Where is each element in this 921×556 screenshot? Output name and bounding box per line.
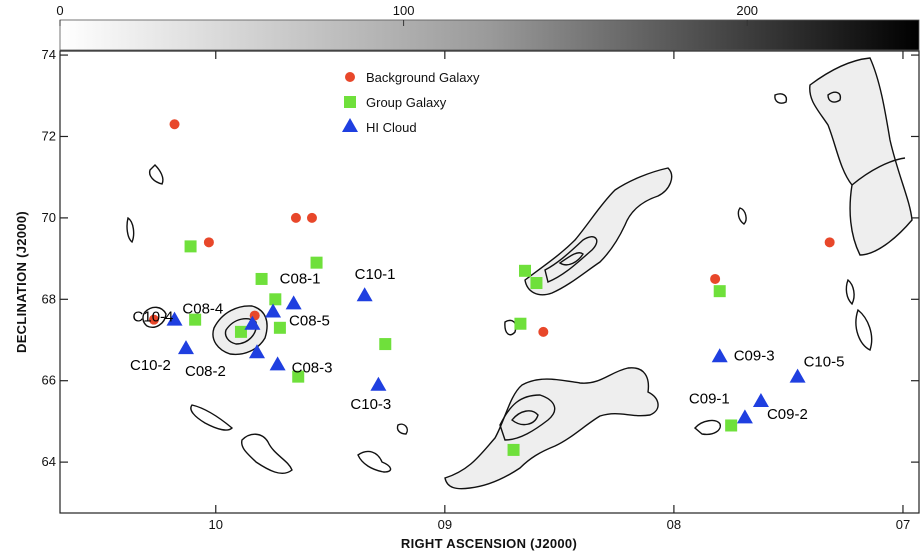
hi-cloud-marker	[736, 409, 753, 424]
hi-cloud-label: C09-1	[689, 390, 730, 407]
group-galaxy-marker	[379, 338, 392, 351]
hi-cloud-marker	[166, 311, 183, 326]
hi-cloud-marker	[177, 340, 194, 355]
group-galaxy-marker	[310, 256, 323, 269]
axes: 64 66 68 70 72 74 10 09 08 07	[42, 47, 919, 532]
hi-cloud-label: C09-2	[767, 406, 808, 423]
background-galaxy-marker	[306, 212, 317, 223]
y-axis-title: DECLINATION (J2000)	[14, 211, 29, 353]
hi-cloud-label: C08-2	[185, 363, 226, 380]
legend-label-group-galaxy: Group Galaxy	[366, 95, 447, 110]
hi-cloud-marker	[244, 315, 261, 330]
legend-marker-group-galaxy	[344, 96, 356, 108]
x-tick-label: 10	[209, 517, 223, 532]
hi-cloud-marker	[285, 295, 302, 310]
background-galaxy-marker	[169, 119, 180, 130]
x-axis-title: RIGHT ASCENSION (J2000)	[401, 536, 577, 551]
hi-emission-contours	[126, 57, 913, 490]
plot-frame	[59, 50, 920, 514]
hi-cloud-marker	[789, 368, 806, 383]
hi-cloud-marker	[370, 376, 387, 391]
legend-marker-hi-cloud	[342, 118, 358, 132]
group-galaxy-marker	[255, 272, 268, 285]
y-tick-label: 68	[42, 291, 56, 306]
hi-cloud-label: C10-5	[804, 354, 845, 371]
colorbar-tick-label: 200	[736, 3, 758, 18]
group-galaxy-marker	[725, 419, 738, 432]
hi-cloud-marker	[269, 356, 286, 371]
hi-cloud-label: C08-5	[289, 313, 330, 330]
group-galaxy-marker	[234, 325, 247, 338]
group-galaxy-marker	[273, 321, 286, 334]
colorbar-tick-label: 0	[56, 3, 63, 18]
y-tick-label: 72	[42, 128, 56, 143]
y-tick-label: 64	[42, 454, 56, 469]
y-tick-label: 74	[42, 47, 56, 62]
group-galaxy-marker	[514, 317, 527, 330]
background-galaxy-marker	[290, 212, 301, 223]
hi-cloud-marker	[752, 393, 769, 408]
group-galaxy-marker	[189, 313, 202, 326]
legend-label-background-galaxy: Background Galaxy	[366, 70, 480, 85]
data-markers: C10-4 C10-2 C08-4 C08-5 C08-1 C08-2 C08-3 C10-1…	[130, 119, 844, 456]
background-galaxy-marker	[203, 237, 214, 248]
hi-cloud-marker	[356, 287, 373, 302]
hi-cloud-label: C08-3	[292, 359, 333, 376]
x-tick-label: 09	[438, 517, 452, 532]
y-tick-label: 66	[42, 373, 56, 388]
background-galaxy-marker	[824, 237, 835, 248]
background-galaxy-marker	[538, 326, 549, 337]
group-galaxy-marker	[507, 443, 520, 456]
group-galaxy-marker	[292, 370, 305, 383]
colorbar: 0 100 200	[56, 3, 920, 51]
legend: Background Galaxy Group Galaxy HI Cloud	[342, 70, 480, 135]
group-galaxy-marker	[184, 240, 197, 253]
x-tick-label: 07	[896, 517, 910, 532]
colorbar-gradient	[59, 19, 920, 51]
x-tick-label: 08	[667, 517, 681, 532]
hi-cloud-label: C10-3	[350, 396, 391, 413]
group-galaxy-marker	[713, 285, 726, 298]
legend-label-hi-cloud: HI Cloud	[366, 120, 417, 135]
group-galaxy-marker	[530, 277, 543, 290]
hi-cloud-label: C08-1	[280, 270, 321, 287]
hi-cloud-marker	[265, 303, 282, 318]
hi-cloud-label: C09-3	[734, 347, 775, 364]
y-tick-label: 70	[42, 210, 56, 225]
hi-cloud-label: C10-1	[355, 266, 396, 283]
legend-marker-background-galaxy	[345, 72, 355, 82]
group-galaxy-marker	[269, 293, 282, 306]
hi-cloud-label: C10-2	[130, 357, 171, 374]
hi-cloud-marker	[711, 348, 728, 363]
hi-cloud-label: C10-4	[133, 309, 174, 326]
background-galaxy-marker	[710, 273, 721, 284]
hi-cloud-marker	[248, 344, 265, 359]
colorbar-tick-label: 100	[393, 3, 415, 18]
hi-cloud-label: C08-4	[182, 301, 223, 318]
background-galaxy-marker	[148, 314, 159, 325]
group-galaxy-marker	[519, 264, 532, 277]
